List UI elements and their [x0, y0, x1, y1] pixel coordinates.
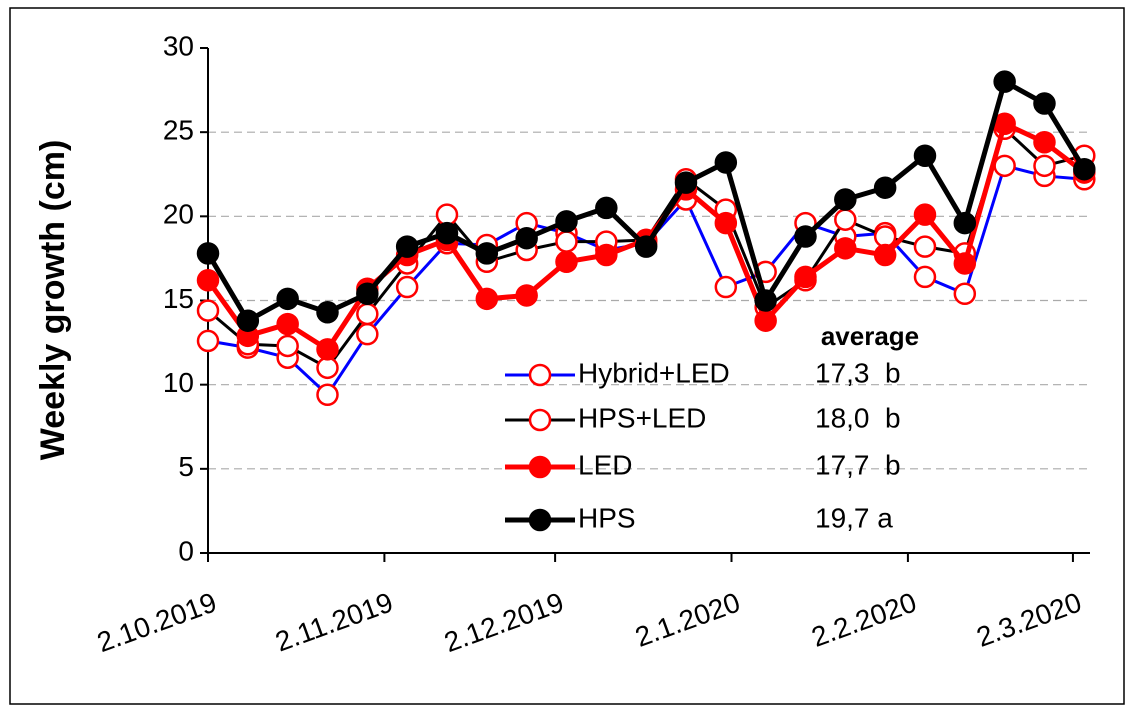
- data-point: [595, 196, 618, 220]
- data-point: [196, 329, 220, 353]
- legend-label: HPS: [578, 502, 636, 533]
- data-point: [515, 284, 538, 307]
- data-point: [1033, 92, 1056, 115]
- y-axis-title: Weekly growth (cm): [34, 140, 72, 461]
- data-point: [356, 282, 379, 306]
- data-point: [674, 171, 698, 194]
- data-point: [834, 188, 857, 211]
- data-point: [794, 225, 817, 248]
- legend-marker: [528, 455, 552, 479]
- legend-note: 19,7 a: [815, 502, 893, 533]
- data-point: [276, 334, 299, 358]
- y-tick-label: 0: [178, 535, 194, 566]
- data-point: [1033, 154, 1056, 178]
- data-point: [953, 211, 977, 235]
- data-point: [276, 312, 299, 336]
- series-line: [205, 79, 1087, 324]
- data-point: [993, 70, 1016, 93]
- legend-marker: [528, 363, 552, 387]
- data-point: [714, 211, 738, 235]
- y-tick-label: 20: [163, 199, 194, 230]
- x-tick-label: 2.3.2020: [972, 586, 1085, 652]
- data-point: [595, 243, 618, 267]
- frame: [9, 7, 1125, 705]
- data-point: [435, 221, 459, 245]
- data-point: [913, 265, 937, 289]
- data-point: [316, 383, 339, 407]
- data-point: [913, 235, 937, 258]
- data-point: [475, 287, 499, 311]
- legend-label: Hybrid+LED: [578, 357, 730, 388]
- data-point: [754, 289, 777, 312]
- x-tick-label: 2.1.2020: [631, 586, 744, 652]
- data-point: [356, 302, 379, 326]
- data-point: [196, 242, 220, 265]
- y-tick-label: 10: [163, 367, 194, 398]
- data-point: [276, 287, 299, 311]
- legend-note: 18,0 b: [815, 402, 901, 433]
- data-point: [873, 176, 897, 199]
- data-point: [754, 309, 777, 332]
- x-tick-label: 2.10.2019: [93, 586, 221, 658]
- data-point: [834, 237, 857, 260]
- legend-label: LED: [578, 449, 632, 480]
- data-point: [834, 208, 857, 231]
- y-tick-label: 25: [163, 115, 194, 146]
- data-point: [913, 203, 937, 226]
- data-point: [316, 301, 339, 324]
- data-point: [555, 230, 578, 253]
- data-point: [515, 226, 538, 250]
- legend-label: HPS+LED: [578, 402, 706, 433]
- data-point: [395, 235, 419, 258]
- data-point: [356, 322, 379, 346]
- data-point: [993, 154, 1016, 178]
- legend-note: 17,7 b: [815, 449, 901, 480]
- data-point: [1033, 131, 1056, 154]
- data-point: [714, 275, 738, 299]
- legend-marker: [528, 508, 552, 532]
- data-point: [196, 269, 220, 292]
- legend-note: 17,3 b: [815, 357, 901, 388]
- data-point: [634, 235, 658, 258]
- data-point: [873, 225, 897, 248]
- data-point: [993, 112, 1016, 135]
- data-point: [953, 252, 977, 275]
- legend-header: average: [821, 321, 919, 351]
- data-point: [316, 356, 339, 380]
- data-point: [316, 338, 339, 361]
- y-tick-label: 30: [163, 30, 194, 61]
- data-point: [475, 242, 499, 265]
- x-tick-label: 2.11.2019: [271, 586, 397, 657]
- data-point: [395, 275, 419, 299]
- data-point: [714, 151, 738, 174]
- data-point: [873, 243, 897, 267]
- data-point: [794, 265, 817, 289]
- data-point: [435, 203, 459, 226]
- x-tick-label: 2.12.2019: [440, 586, 568, 658]
- data-point: [555, 210, 578, 233]
- data-point: [555, 250, 578, 274]
- data-point: [196, 299, 220, 322]
- y-tick-label: 15: [163, 283, 194, 314]
- y-tick-label: 5: [178, 451, 194, 482]
- x-tick-label: 2.2.2020: [807, 586, 920, 652]
- data-point: [953, 282, 977, 306]
- data-point: [236, 309, 260, 332]
- legend-marker: [528, 408, 552, 432]
- data-point: [913, 144, 937, 167]
- data-point: [1073, 157, 1096, 181]
